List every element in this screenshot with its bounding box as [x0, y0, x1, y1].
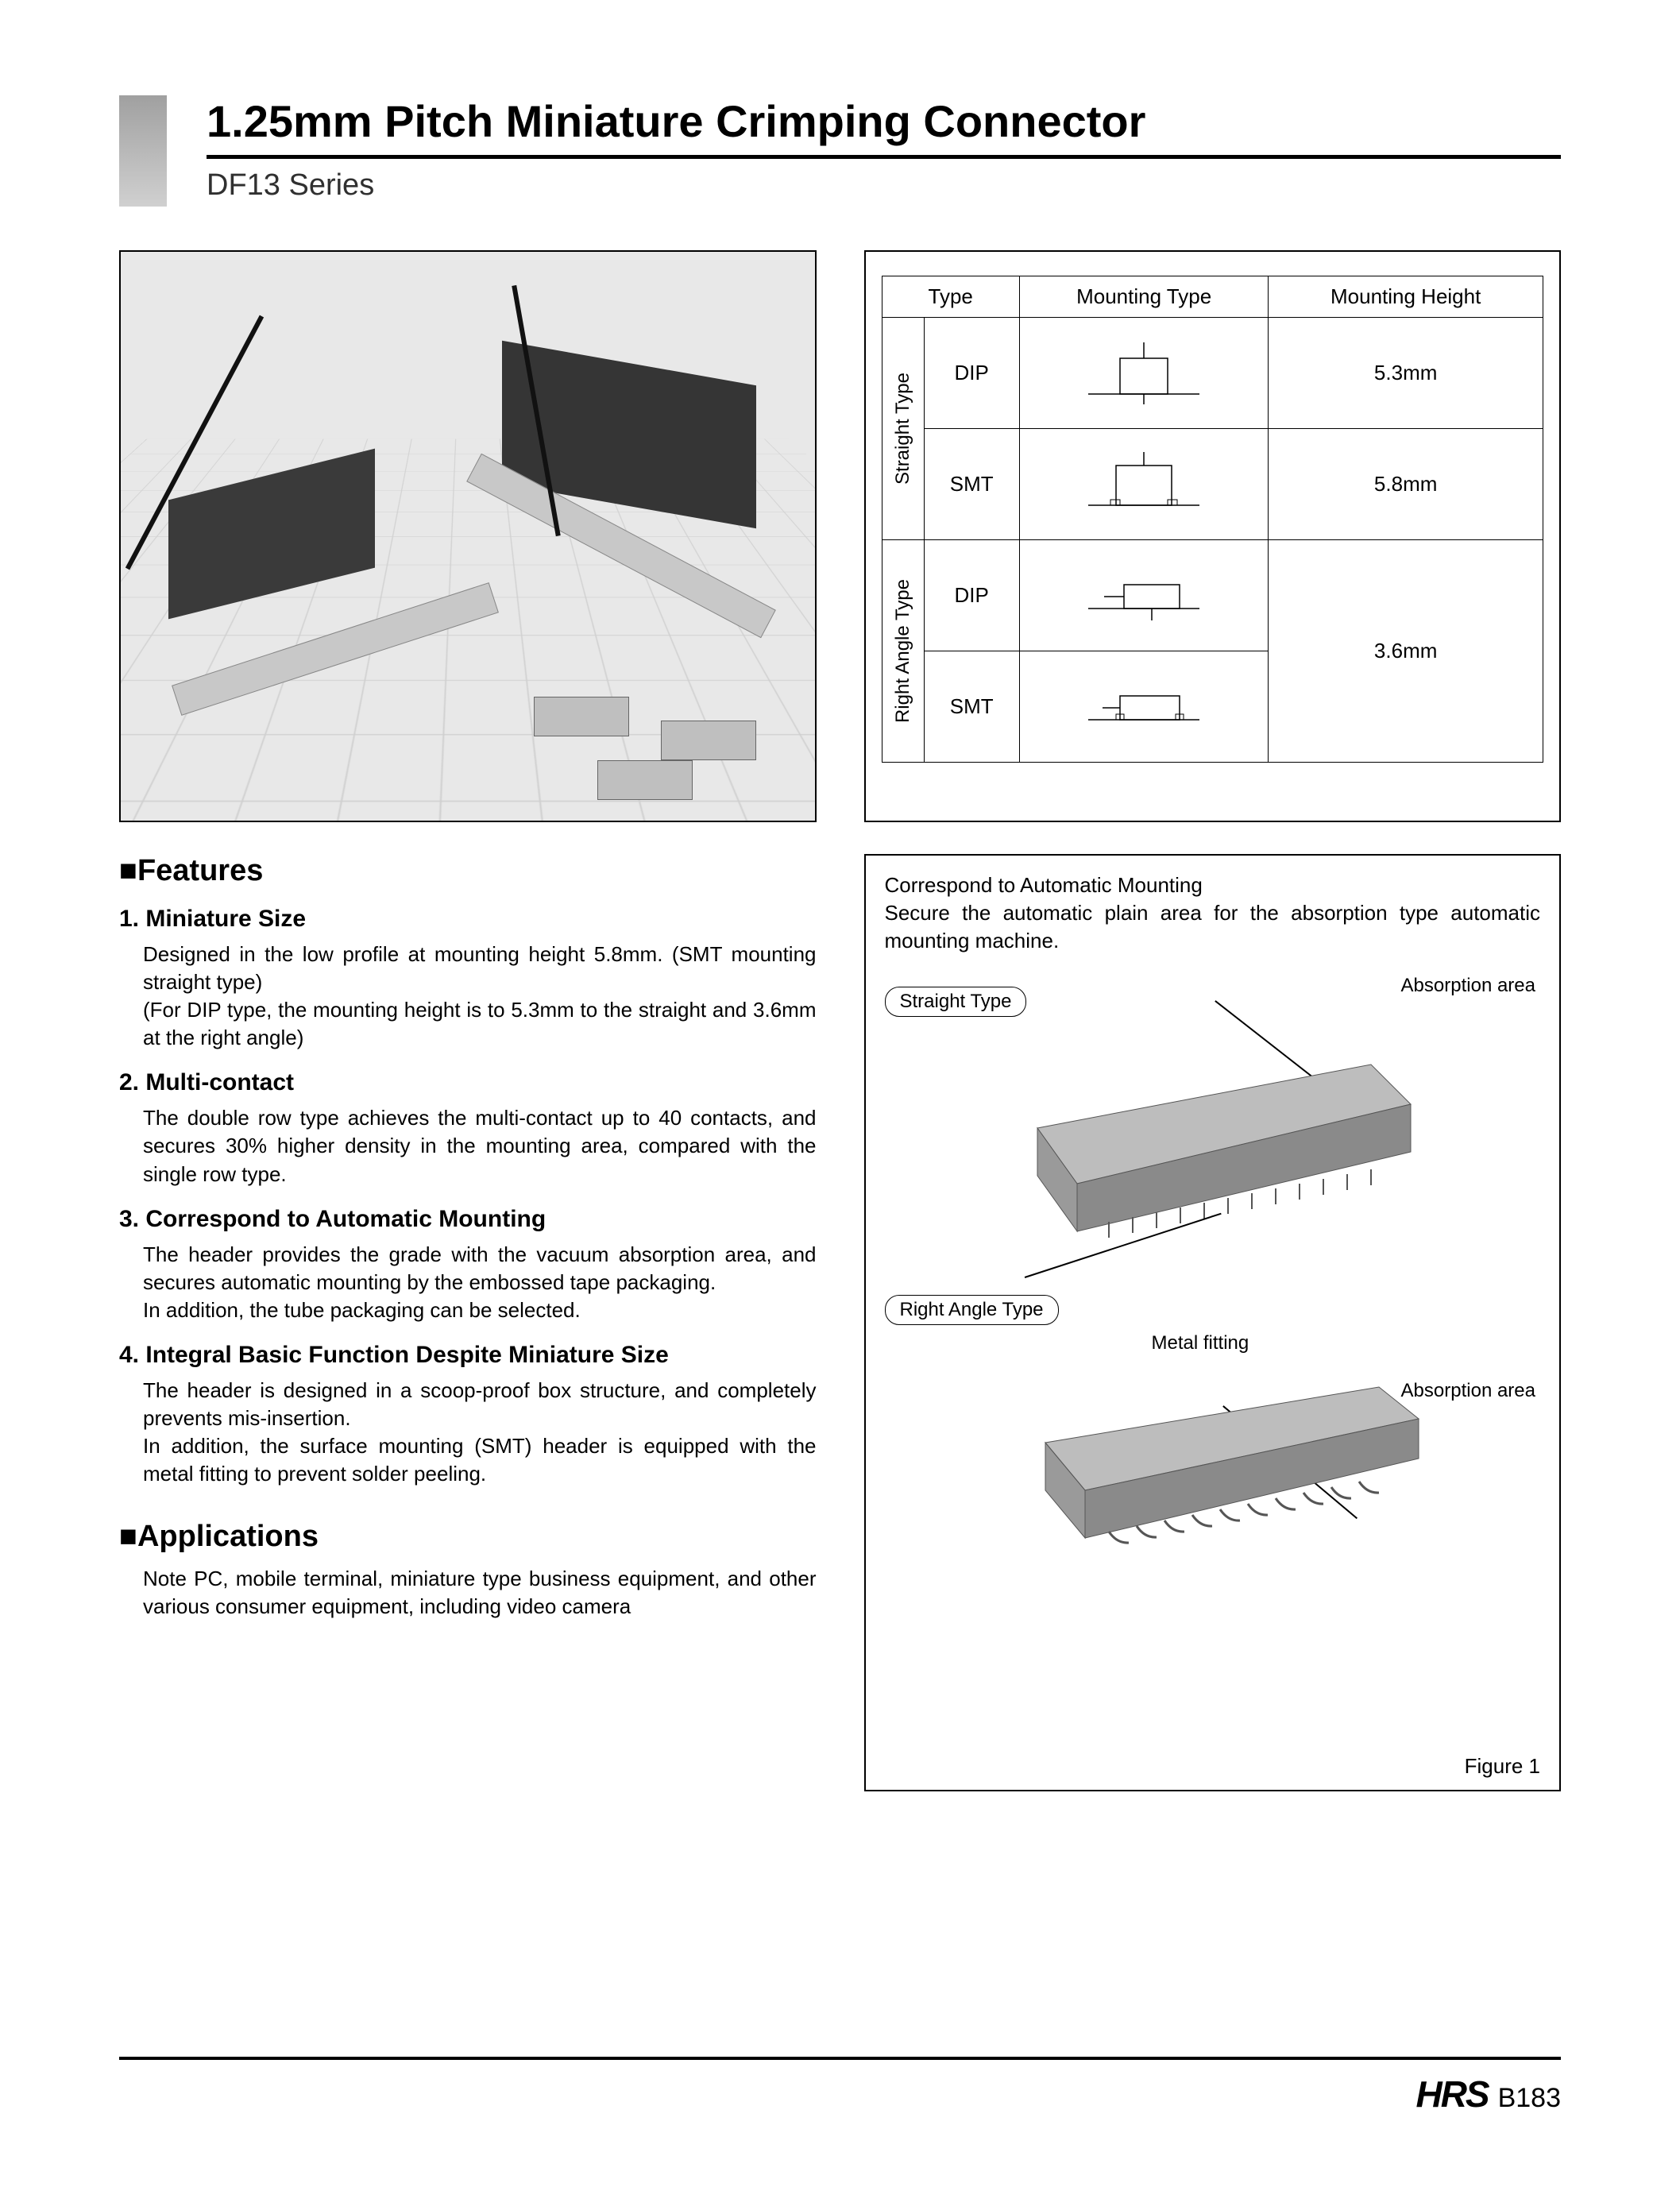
features-heading-text: Features: [137, 854, 263, 887]
features-heading: ■Features: [119, 854, 817, 888]
figure-caption: Correspond to Automatic Mounting Secure …: [885, 871, 1541, 955]
mounting-diagram-icon: [1080, 557, 1207, 628]
cell-height: 5.8mm: [1269, 429, 1543, 540]
applications-body: Note PC, mobile terminal, miniature type…: [119, 1565, 817, 1621]
col-mounting-type: Mounting Type: [1019, 276, 1268, 318]
table-row: SMT 5.8mm: [882, 429, 1543, 540]
photo-connector: [534, 697, 629, 736]
feature-2-body: The double row type achieves the multi-c…: [119, 1104, 817, 1188]
straight-type-pill: Straight Type: [885, 987, 1027, 1017]
feature-1-title: 1. Miniature Size: [119, 906, 817, 933]
cell-height: 5.3mm: [1269, 318, 1543, 429]
figure-caption-line2: Secure the automatic plain area for the …: [885, 901, 1541, 952]
header-accent-bar: [119, 95, 167, 207]
table-header-row: Type Mounting Type Mounting Height: [882, 276, 1543, 318]
group-straight-label: Straight Type: [889, 366, 917, 491]
title-underline: [207, 155, 1561, 159]
mounting-diagram-icon: [1080, 334, 1207, 406]
photo-connector: [597, 760, 693, 800]
page-header: 1.25mm Pitch Miniature Crimping Connecto…: [119, 95, 1561, 203]
hrs-logo: HRS: [1415, 2073, 1488, 2116]
connector-icon: [990, 1355, 1435, 1562]
right-column: Type Mounting Type Mounting Height Strai…: [864, 250, 1562, 1791]
left-column: ■Features 1. Miniature Size Designed in …: [119, 250, 817, 1791]
metal-fitting-label: Metal fitting: [1152, 1332, 1249, 1354]
figure-straight-section: Straight Type Absorption area: [885, 987, 1541, 1239]
cell-diagram: [1019, 429, 1268, 540]
connector-straight-drawing: [990, 1033, 1435, 1239]
cell-type: SMT: [924, 651, 1019, 763]
figure-1-box: Correspond to Automatic Mounting Secure …: [864, 854, 1562, 1791]
connector-icon: [990, 1033, 1435, 1239]
feature-4-title: 4. Integral Basic Function Despite Minia…: [119, 1342, 817, 1369]
upper-columns: ■Features 1. Miniature Size Designed in …: [119, 250, 1561, 1791]
square-bullet-icon: ■: [119, 854, 137, 887]
product-photo: [119, 250, 817, 822]
feature-3-title: 3. Correspond to Automatic Mounting: [119, 1206, 817, 1233]
table-row: Right Angle Type DIP 3.6mm: [882, 540, 1543, 651]
cell-diagram: [1019, 318, 1268, 429]
applications-heading: ■Applications: [119, 1520, 817, 1554]
figure-caption-line1: Correspond to Automatic Mounting: [885, 873, 1203, 897]
footer-rule: [119, 2057, 1561, 2060]
cell-height-merged: 3.6mm: [1269, 540, 1543, 763]
table-row: Straight Type DIP 5.3mm: [882, 318, 1543, 429]
mounting-diagram-icon: [1080, 668, 1207, 740]
photo-connector: [661, 721, 756, 760]
feature-1-body: Designed in the low profile at mounting …: [119, 941, 817, 1052]
type-table: Type Mounting Type Mounting Height Strai…: [882, 276, 1544, 763]
feature-3-body: The header provides the grade with the v…: [119, 1241, 817, 1324]
square-bullet-icon: ■: [119, 1520, 137, 1553]
absorption-area-label: Absorption area: [1401, 975, 1535, 997]
type-table-container: Type Mounting Type Mounting Height Strai…: [864, 250, 1562, 822]
series-label: DF13 Series: [119, 168, 1561, 203]
cell-type: DIP: [924, 318, 1019, 429]
cell-diagram: [1019, 651, 1268, 763]
feature-4-body: The header is designed in a scoop-proof …: [119, 1377, 817, 1488]
right-angle-type-pill: Right Angle Type: [885, 1295, 1059, 1325]
figure-number: Figure 1: [1465, 1754, 1540, 1779]
cell-type: DIP: [924, 540, 1019, 651]
page-footer: HRS B183: [1415, 2073, 1561, 2116]
page-title: 1.25mm Pitch Miniature Crimping Connecto…: [119, 95, 1561, 155]
col-type: Type: [882, 276, 1019, 318]
applications-heading-text: Applications: [137, 1520, 319, 1553]
connector-rightangle-drawing: [990, 1355, 1435, 1562]
cell-type: SMT: [924, 429, 1019, 540]
page-number: B183: [1498, 2083, 1561, 2114]
cell-diagram: [1019, 540, 1268, 651]
group-rightangle-label: Right Angle Type: [889, 573, 917, 729]
feature-2-title: 2. Multi-contact: [119, 1069, 817, 1096]
col-mounting-height: Mounting Height: [1269, 276, 1543, 318]
mounting-diagram-icon: [1080, 446, 1207, 517]
